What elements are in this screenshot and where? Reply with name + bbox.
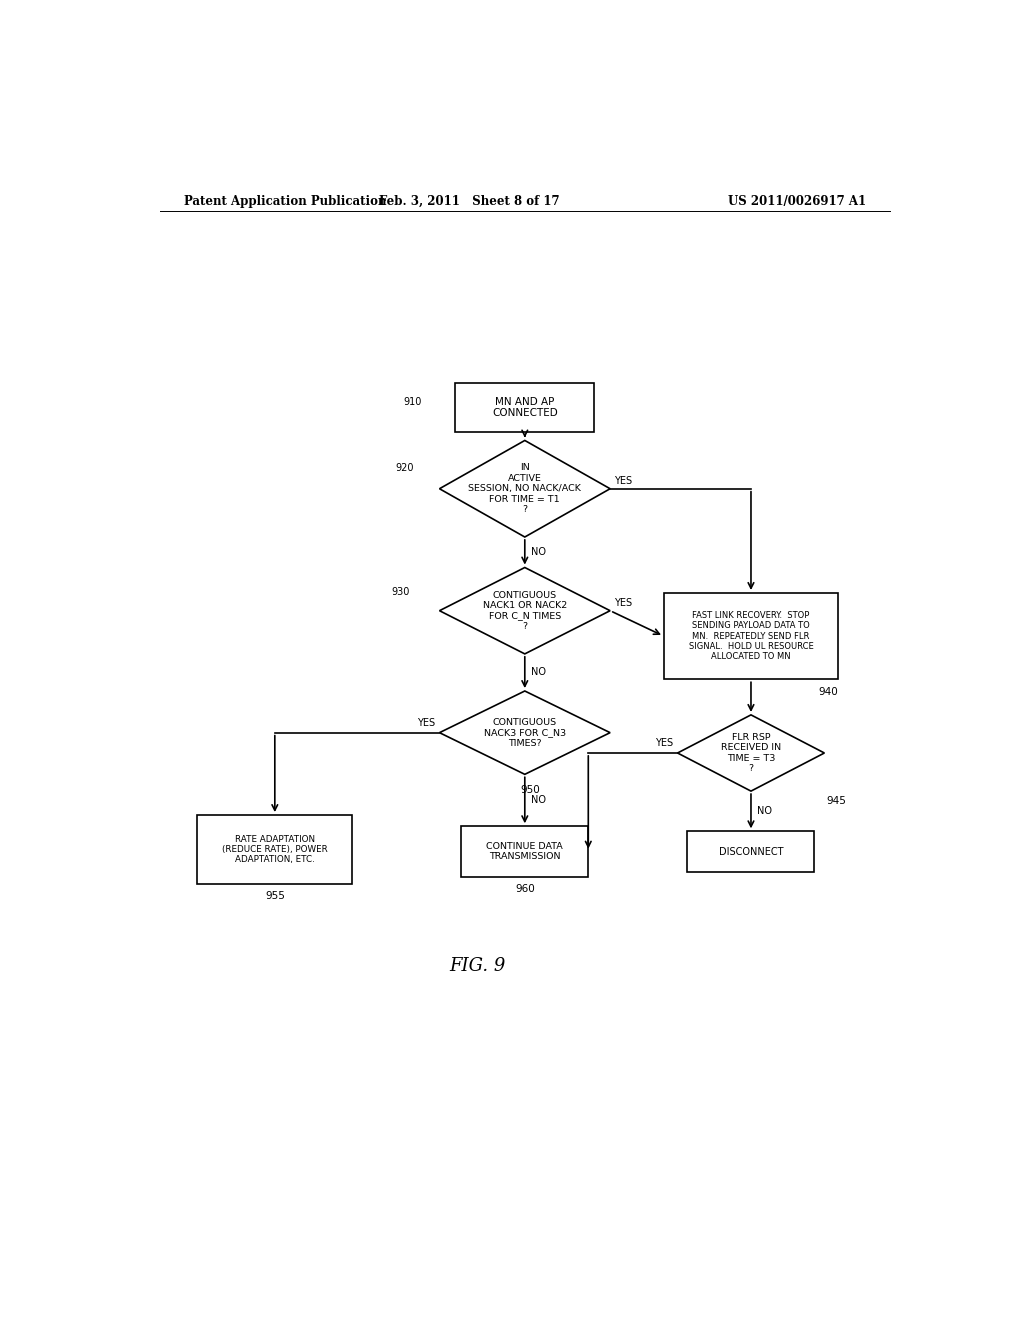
- Text: 920: 920: [396, 463, 415, 474]
- Text: MN AND AP
CONNECTED: MN AND AP CONNECTED: [492, 396, 558, 418]
- FancyBboxPatch shape: [456, 383, 594, 432]
- Text: 910: 910: [403, 397, 422, 408]
- Text: 960: 960: [515, 884, 535, 894]
- Text: NO: NO: [531, 795, 546, 805]
- Text: Patent Application Publication: Patent Application Publication: [183, 194, 386, 207]
- Text: FIG. 9: FIG. 9: [449, 957, 506, 975]
- Text: CONTIGUOUS
NACK1 OR NACK2
FOR C_N TIMES
?: CONTIGUOUS NACK1 OR NACK2 FOR C_N TIMES …: [482, 590, 567, 631]
- Polygon shape: [439, 690, 610, 775]
- Text: 930: 930: [392, 587, 411, 598]
- Text: FLR RSP
RECEIVED IN
TIME = T3
?: FLR RSP RECEIVED IN TIME = T3 ?: [721, 733, 781, 774]
- Text: NO: NO: [758, 807, 772, 816]
- Text: IN
ACTIVE
SESSION, NO NACK/ACK
FOR TIME = T1
?: IN ACTIVE SESSION, NO NACK/ACK FOR TIME …: [468, 463, 582, 513]
- FancyBboxPatch shape: [687, 832, 814, 873]
- Text: 945: 945: [826, 796, 846, 807]
- Text: DISCONNECT: DISCONNECT: [719, 846, 783, 857]
- Text: 940: 940: [818, 686, 839, 697]
- Text: YES: YES: [614, 475, 632, 486]
- Text: RATE ADAPTATION
(REDUCE RATE), POWER
ADAPTATION, ETC.: RATE ADAPTATION (REDUCE RATE), POWER ADA…: [222, 834, 328, 865]
- Text: YES: YES: [655, 738, 674, 748]
- Text: US 2011/0026917 A1: US 2011/0026917 A1: [728, 194, 866, 207]
- FancyBboxPatch shape: [461, 826, 588, 876]
- Polygon shape: [439, 568, 610, 653]
- Polygon shape: [678, 715, 824, 791]
- FancyBboxPatch shape: [198, 814, 352, 884]
- Text: CONTIGUOUS
NACK3 FOR C_N3
TIMES?: CONTIGUOUS NACK3 FOR C_N3 TIMES?: [483, 718, 566, 747]
- Text: NO: NO: [531, 668, 546, 677]
- Text: Feb. 3, 2011   Sheet 8 of 17: Feb. 3, 2011 Sheet 8 of 17: [379, 194, 559, 207]
- Text: NO: NO: [531, 548, 546, 557]
- Text: 955: 955: [265, 891, 285, 902]
- Text: YES: YES: [614, 598, 632, 607]
- Text: FAST LINK RECOVERY.  STOP
SENDING PAYLOAD DATA TO
MN.  REPEATEDLY SEND FLR
SIGNA: FAST LINK RECOVERY. STOP SENDING PAYLOAD…: [688, 611, 813, 661]
- Text: 950: 950: [521, 784, 541, 795]
- FancyBboxPatch shape: [664, 593, 839, 680]
- Text: YES: YES: [418, 718, 435, 727]
- Polygon shape: [439, 441, 610, 537]
- Text: CONTINUE DATA
TRANSMISSION: CONTINUE DATA TRANSMISSION: [486, 842, 563, 861]
